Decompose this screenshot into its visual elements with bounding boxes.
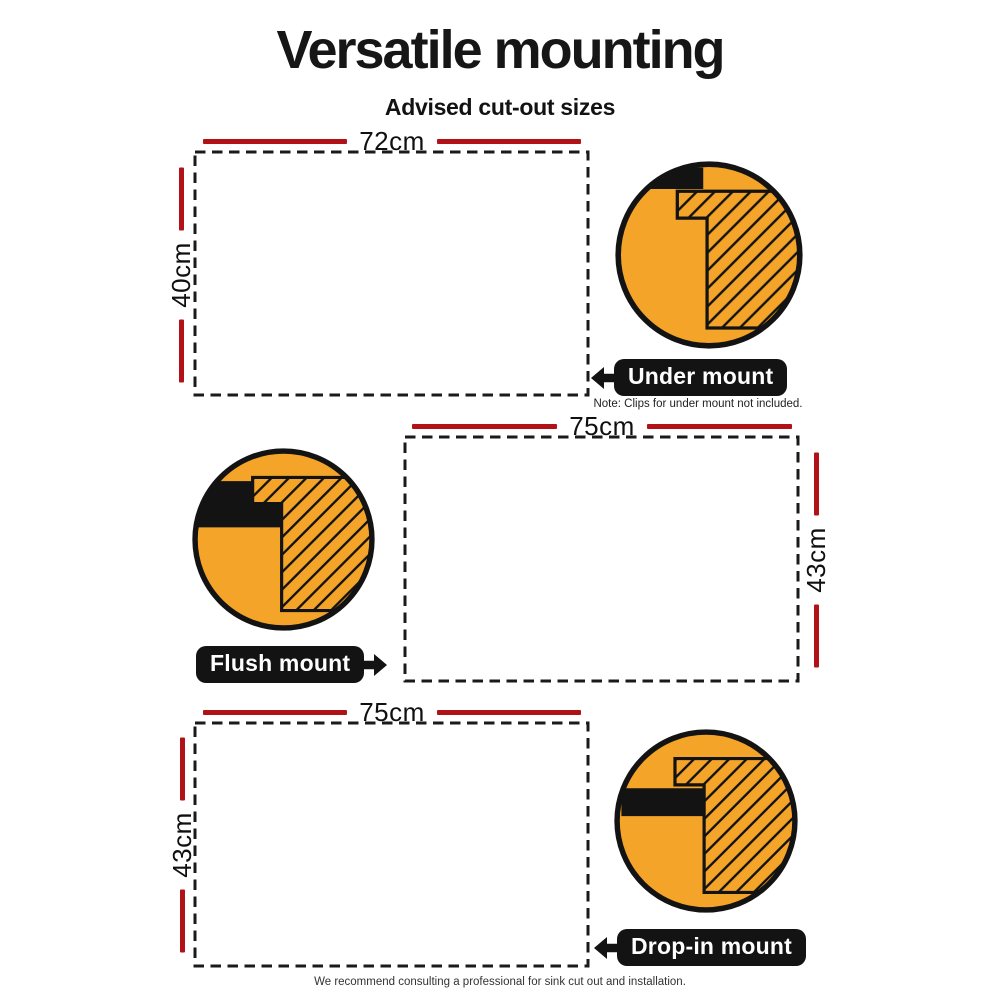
measure-line	[178, 167, 184, 231]
mount-label: Flush mount	[196, 646, 365, 683]
measure-line	[203, 709, 348, 715]
dimension-value: 75cm	[359, 697, 425, 727]
page-title: Versatile mounting	[276, 20, 725, 80]
width-dimension: 72cm	[203, 126, 582, 156]
dimension-value: 43cm	[167, 812, 197, 878]
measure-line	[813, 604, 819, 668]
sink-flange	[197, 481, 282, 528]
page-subtitle: Advised cut-out sizes	[384, 94, 616, 120]
under-mount-cross-section-icon	[615, 161, 803, 349]
mount-label: Under mount	[614, 359, 788, 396]
dimension-value: 72cm	[359, 126, 425, 156]
measure-line	[436, 709, 582, 715]
measure-line	[646, 423, 793, 429]
footer-note: We recommend consulting a professional f…	[314, 976, 686, 988]
width-dimension: 75cm	[412, 411, 793, 441]
sink-flange	[621, 788, 705, 817]
width-dimension: 75cm	[203, 697, 582, 727]
dimension-value: 43cm	[801, 527, 831, 593]
cutout-rect	[193, 150, 590, 397]
arrow-left-icon	[591, 366, 617, 389]
dimension-value: 75cm	[569, 411, 635, 441]
mount-label-drop-in: Drop-in mount	[594, 929, 807, 966]
measure-line	[178, 319, 184, 383]
cutout-rect	[193, 721, 590, 968]
measure-line	[412, 423, 558, 429]
measure-line	[813, 452, 819, 516]
arrow-right-icon	[361, 653, 388, 676]
measure-line	[203, 138, 348, 144]
height-dimension: 43cm	[167, 737, 197, 953]
measure-line	[436, 138, 582, 144]
mount-label-flush: Flush mount	[196, 646, 388, 683]
drop-in-mount-cross-section-icon	[614, 729, 798, 913]
under-mount-note: Note: Clips for under mount not included…	[593, 398, 803, 410]
flush-mount-cross-section-icon	[192, 448, 375, 631]
mount-label-under: Under mount	[591, 359, 788, 396]
height-dimension: 40cm	[166, 167, 196, 383]
height-dimension: 43cm	[801, 452, 831, 668]
mount-label: Drop-in mount	[617, 929, 807, 966]
dimension-value: 40cm	[166, 242, 196, 308]
benchtop-cross-section	[675, 189, 798, 330]
cutout-rect	[403, 435, 800, 683]
measure-line	[179, 737, 185, 801]
arrow-left-icon	[594, 936, 620, 959]
benchtop-cross-section	[673, 756, 793, 895]
measure-line	[179, 889, 185, 953]
